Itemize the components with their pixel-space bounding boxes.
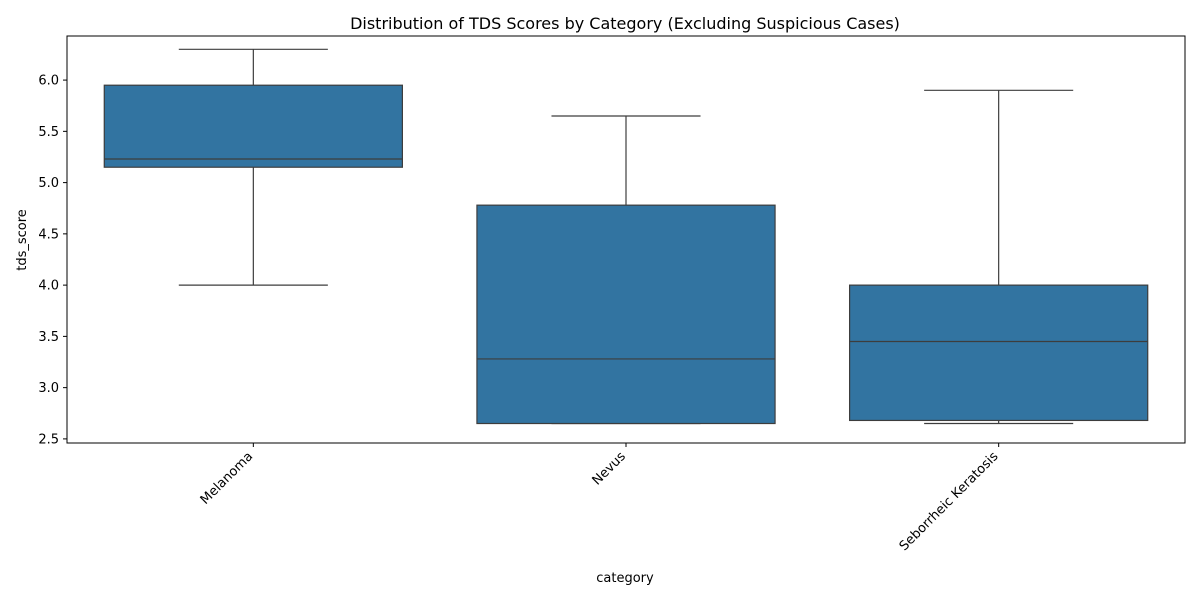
y-tick-label: 3.0 xyxy=(38,381,59,396)
y-axis: 2.5 3.0 3.5 4.0 4.5 5.0 5.5 6.0 xyxy=(38,74,67,447)
chart-title: Distribution of TDS Scores by Category (… xyxy=(350,14,900,33)
y-tick-label: 2.5 xyxy=(38,432,59,447)
box-group xyxy=(103,48,404,286)
box-iqr xyxy=(103,84,404,168)
x-tick-label: Nevus xyxy=(590,449,629,488)
plot-area xyxy=(103,48,1149,425)
y-tick-label: 6.0 xyxy=(38,74,59,89)
x-axis-label: category xyxy=(596,571,654,586)
y-tick-label: 5.0 xyxy=(38,176,59,191)
y-tick-label: 4.0 xyxy=(38,279,59,294)
box-iqr xyxy=(476,204,776,425)
y-axis-label: tds_score xyxy=(15,209,30,271)
box-group xyxy=(848,89,1149,425)
y-tick-label: 3.5 xyxy=(38,330,59,345)
box-iqr xyxy=(848,284,1149,422)
x-tick-label: Melanoma xyxy=(198,449,256,507)
x-axis: Melanoma Nevus Seborrheic Keratosis xyxy=(198,443,1002,554)
x-tick-label: Seborrheic Keratosis xyxy=(897,449,1002,554)
box-group xyxy=(476,115,776,425)
y-tick-label: 4.5 xyxy=(38,227,59,242)
y-tick-label: 5.5 xyxy=(38,125,59,140)
